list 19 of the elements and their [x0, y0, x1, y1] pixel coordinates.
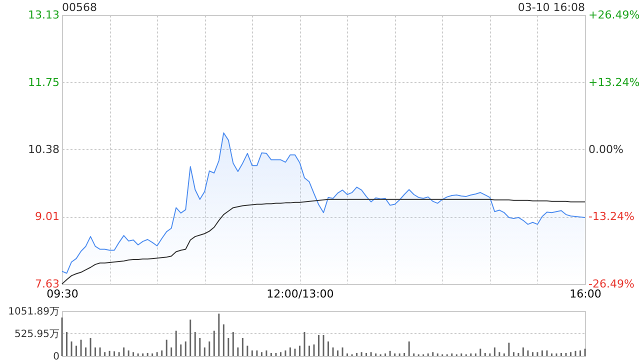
- y2-tick-label: +26.49%: [588, 8, 640, 22]
- text: 03-10 16:08: [518, 1, 585, 14]
- y-tick-label: 11.75: [28, 76, 60, 89]
- y-tick-label: 10.38: [28, 143, 60, 156]
- y-tick-label: 7.63: [35, 278, 60, 290]
- y2-tick-label: -26.49%: [588, 278, 634, 290]
- y2-tick-label: +13.24%: [588, 76, 640, 89]
- y-tick-label: 9.01: [35, 210, 60, 224]
- y-tick-label: 13.13: [28, 8, 60, 22]
- y-tick-label: 1051.89万: [8, 306, 60, 318]
- chart-title: 00568: [62, 1, 97, 14]
- x-tick-label: 12:00/13:00: [266, 288, 334, 300]
- y-tick-label: 525.95万: [14, 329, 60, 340]
- y2-tick-label: 0.00%: [588, 143, 624, 156]
- line-series: [62, 198, 586, 284]
- x-tick-label: 09:30: [46, 288, 78, 300]
- y-tick-label: 0: [53, 352, 60, 360]
- x-tick-label: 16:00: [570, 288, 602, 300]
- y2-tick-label: -13.24%: [588, 210, 634, 224]
